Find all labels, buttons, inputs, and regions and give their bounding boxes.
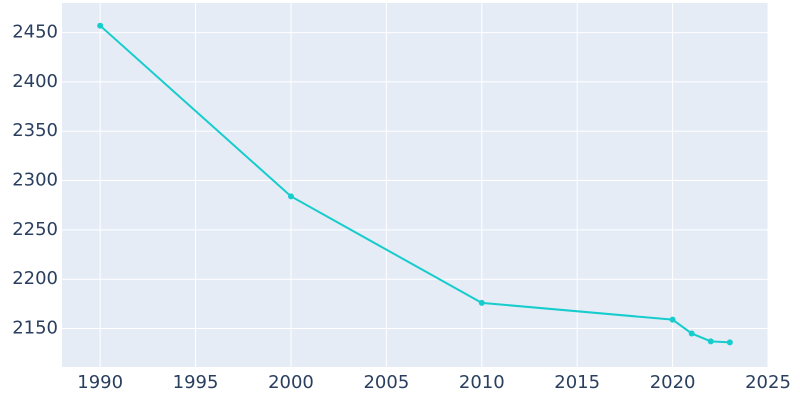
point [287, 193, 294, 200]
y-tick-label: 2250 [12, 219, 58, 240]
y-tick-label: 2200 [12, 268, 58, 289]
x-tick-label: 2015 [554, 372, 600, 393]
x-tick-label: 1995 [173, 372, 219, 393]
y-tick-label: 2150 [12, 318, 58, 339]
x-tick-label: 2025 [745, 372, 791, 393]
point [707, 338, 714, 345]
x-tick-label: 1990 [77, 372, 123, 393]
x-tick-label: 2010 [459, 372, 505, 393]
x-tick-label: 2005 [363, 372, 409, 393]
plot-area [62, 3, 768, 367]
x-tick-label: 2020 [650, 372, 696, 393]
point [726, 339, 733, 346]
y-tick-label: 2350 [12, 120, 58, 141]
point [688, 330, 695, 337]
point [669, 316, 676, 323]
point [97, 22, 104, 29]
y-tick-label: 2450 [12, 22, 58, 43]
y-tick-label: 2400 [12, 71, 58, 92]
y-tick-label: 2300 [12, 170, 58, 191]
x-tick-label: 2000 [268, 372, 314, 393]
point [478, 299, 485, 306]
